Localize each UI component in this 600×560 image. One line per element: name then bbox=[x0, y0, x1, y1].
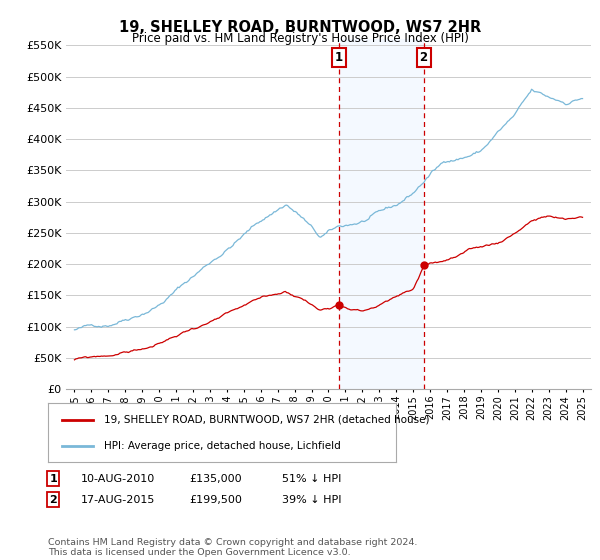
Text: 10-AUG-2010: 10-AUG-2010 bbox=[81, 474, 155, 484]
Text: 1: 1 bbox=[49, 474, 57, 484]
Text: 19, SHELLEY ROAD, BURNTWOOD, WS7 2HR (detached house): 19, SHELLEY ROAD, BURNTWOOD, WS7 2HR (de… bbox=[104, 414, 429, 424]
Text: Contains HM Land Registry data © Crown copyright and database right 2024.
This d: Contains HM Land Registry data © Crown c… bbox=[48, 538, 418, 557]
Text: Price paid vs. HM Land Registry's House Price Index (HPI): Price paid vs. HM Land Registry's House … bbox=[131, 32, 469, 45]
Text: 51% ↓ HPI: 51% ↓ HPI bbox=[282, 474, 341, 484]
Text: £135,000: £135,000 bbox=[189, 474, 242, 484]
Text: 1: 1 bbox=[335, 52, 343, 64]
Text: 17-AUG-2015: 17-AUG-2015 bbox=[81, 494, 155, 505]
Text: 19, SHELLEY ROAD, BURNTWOOD, WS7 2HR: 19, SHELLEY ROAD, BURNTWOOD, WS7 2HR bbox=[119, 20, 481, 35]
Text: 39% ↓ HPI: 39% ↓ HPI bbox=[282, 494, 341, 505]
Bar bbox=[339, 39, 424, 389]
Text: £199,500: £199,500 bbox=[189, 494, 242, 505]
Text: HPI: Average price, detached house, Lichfield: HPI: Average price, detached house, Lich… bbox=[104, 441, 340, 451]
Text: 2: 2 bbox=[419, 52, 428, 64]
Text: 2: 2 bbox=[49, 494, 57, 505]
